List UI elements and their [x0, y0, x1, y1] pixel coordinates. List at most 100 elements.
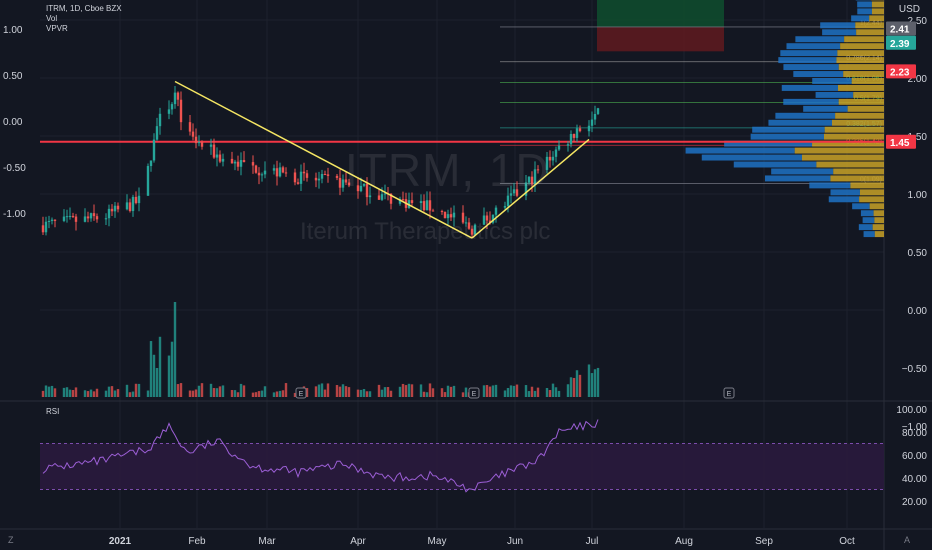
volume-bar — [572, 377, 576, 397]
symbol-line[interactable]: ITRM, 1D, Cboe BZX — [46, 4, 122, 13]
vpvr-bar-up — [724, 140, 813, 147]
vpvr-bar-up — [768, 119, 832, 126]
volume-bar — [131, 391, 135, 397]
candle-body — [86, 216, 90, 219]
candle-body — [422, 201, 426, 211]
volume-bar — [95, 388, 99, 397]
left-axis-tick: 0.50 — [3, 71, 23, 82]
candle-body — [188, 122, 192, 132]
left-axis-tick: -1.00 — [3, 209, 26, 220]
volume-bar — [590, 373, 594, 397]
volume-indicator-label[interactable]: Vol — [46, 14, 58, 23]
vpvr-bar-up — [820, 22, 856, 29]
vpvr-indicator-label[interactable]: VPVR — [46, 24, 68, 33]
volume-bar — [533, 390, 537, 397]
time-axis-tick: Feb — [188, 536, 206, 547]
candle-body — [473, 224, 477, 235]
candle-body — [557, 145, 561, 150]
candle-body — [314, 177, 318, 181]
volume-bar — [389, 390, 393, 397]
candle-body — [503, 206, 507, 208]
candle-body — [299, 171, 303, 184]
currency-label[interactable]: USD — [898, 4, 920, 15]
candle-body — [251, 162, 255, 166]
candle-body — [524, 182, 528, 196]
rsi-band — [40, 443, 884, 490]
vpvr-bar-down — [853, 91, 884, 98]
candle-body — [260, 174, 264, 176]
volume-bar — [236, 392, 240, 397]
candle-body — [152, 139, 156, 161]
vpvr-bar-down — [869, 203, 884, 210]
candle-body — [587, 125, 591, 132]
volume-bar — [125, 384, 129, 397]
volume-bar — [149, 341, 153, 397]
volume-bar — [368, 391, 372, 397]
candle-body — [485, 215, 489, 221]
earnings-event-label: E — [472, 391, 477, 398]
candle-body — [428, 200, 432, 211]
candle-body — [494, 207, 498, 215]
vpvr-bar-up — [809, 182, 851, 189]
earnings-event-marker — [723, 387, 735, 399]
candle-body — [200, 142, 204, 147]
rsi-axis-tick: 80.00 — [902, 428, 927, 439]
vpvr-bar-down — [874, 231, 884, 238]
vpvr-bar-down — [823, 133, 884, 140]
earnings-event-label: E — [299, 391, 304, 398]
candle-body — [326, 174, 330, 176]
earnings-event-label: E — [727, 391, 732, 398]
volume-bar — [557, 390, 561, 397]
candle-body — [302, 171, 306, 174]
volume-bar — [338, 386, 342, 397]
candle-body — [110, 208, 114, 212]
candle-body — [137, 195, 141, 204]
volume-bar — [545, 388, 549, 397]
candle-body — [149, 160, 153, 167]
candle-body — [146, 166, 150, 196]
vpvr-bar-down — [850, 182, 884, 189]
vpvr-bar-up — [771, 168, 834, 175]
vpvr-bar-down — [801, 154, 884, 161]
vpvr-bar-up — [783, 98, 839, 105]
candle-body — [533, 169, 537, 185]
candle-body — [215, 154, 219, 158]
volume-bar — [134, 383, 138, 397]
candle-body — [410, 200, 414, 204]
auto-scale-button[interactable]: A — [904, 535, 911, 545]
candle-body — [407, 200, 411, 208]
rsi-line — [42, 419, 599, 493]
volume-bar — [362, 389, 366, 397]
candle-body — [443, 211, 447, 219]
candle-body — [323, 173, 327, 175]
vpvr-bar-down — [824, 126, 884, 133]
volume-bar — [446, 385, 450, 397]
candle-body — [569, 133, 573, 145]
candle-body — [482, 215, 486, 225]
candle-body — [461, 212, 465, 223]
volume-bar — [107, 386, 111, 397]
volume-bar — [65, 387, 69, 397]
timezone-button[interactable]: Z — [8, 535, 14, 545]
candle-body — [128, 202, 132, 212]
candle-body — [284, 172, 288, 174]
candle-body — [62, 216, 66, 221]
vpvr-bar-down — [837, 84, 884, 91]
candle-body — [116, 205, 120, 210]
right-axis-tick: 1.50 — [908, 132, 928, 143]
volume-bar — [104, 390, 108, 397]
volume-bar — [128, 392, 132, 397]
volume-bar — [524, 385, 528, 397]
candle-body — [596, 108, 600, 114]
vpvr-bar-up — [857, 1, 872, 8]
volume-bar — [404, 385, 408, 397]
candle-body — [338, 177, 342, 188]
candle-body — [275, 168, 279, 177]
volume-bar — [449, 386, 453, 397]
vpvr-bar-down — [830, 175, 884, 182]
volume-bar — [515, 384, 519, 397]
right-axis-tick: 0.00 — [908, 306, 928, 317]
rsi-indicator-label[interactable]: RSI — [46, 407, 60, 416]
candle-body — [449, 214, 453, 218]
